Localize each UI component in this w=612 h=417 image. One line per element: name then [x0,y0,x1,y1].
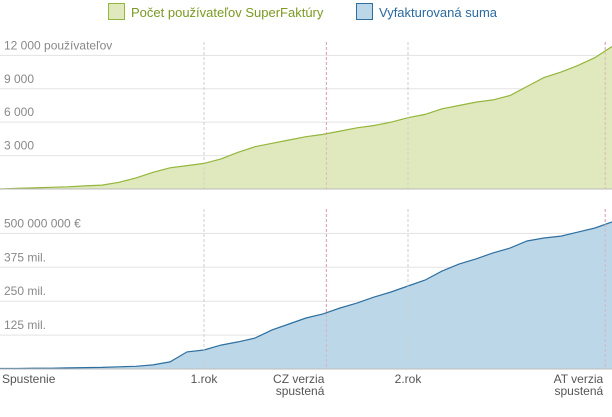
y-tick-label: 3 000 [4,139,34,153]
area-line [0,221,612,370]
y-tick-label: 250 mil. [4,284,46,298]
area-fill [0,222,612,369]
x-tick-label: 2.rok [394,372,422,386]
x-tick-label: AT verzia spustená [553,372,604,398]
y-tick-label: 125 mil. [4,318,46,332]
y-tick-label: 9 000 [4,72,34,86]
legend-swatch [356,3,373,20]
y-tick-label: 500 000 000 € [4,216,81,230]
legend-label: Vyfakturovaná suma [379,5,498,20]
legend-swatch [108,3,125,20]
x-tick-label: 1.rok [190,372,218,386]
y-tick-label: 6 000 [4,105,34,119]
area-fill [0,46,612,189]
y-tick-label: 375 mil. [4,250,46,264]
x-tick-label: CZ verzia spustená [273,372,325,398]
x-tick-label: Spustenie [2,372,56,386]
area-line [0,45,612,190]
y-tick-label: 12 000 používateľov [4,38,112,52]
legend-label: Počet používateľov SuperFaktúry [131,5,324,20]
